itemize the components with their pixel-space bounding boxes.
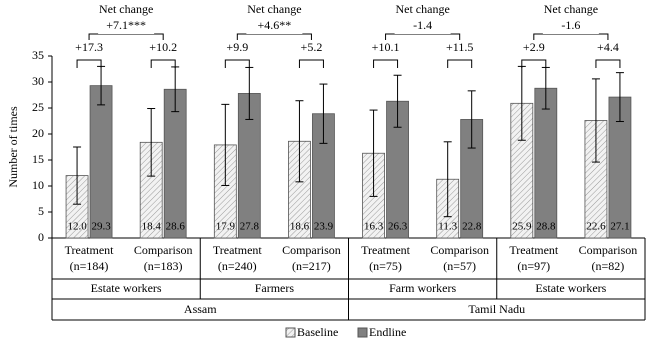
- error-bar: [295, 100, 304, 183]
- x-tick-label: (n=57): [443, 259, 476, 273]
- error-bar: [591, 78, 600, 163]
- value-label: 22.6: [586, 221, 606, 233]
- error-bar: [393, 74, 402, 128]
- change-bracket: [76, 59, 102, 68]
- value-label: 27.1: [610, 221, 629, 233]
- net-label-bg: [246, 18, 303, 34]
- y-tick-label: 5: [38, 204, 44, 218]
- value-label: 18.6: [290, 221, 310, 233]
- x-tick-label: Comparison: [579, 243, 638, 257]
- value-label: 27.8: [240, 221, 260, 233]
- net-change-title: Net change: [544, 2, 598, 16]
- bar: [534, 87, 558, 239]
- x-tick-label: (n=217): [292, 259, 331, 273]
- x-tick-label: Treatment: [213, 243, 263, 257]
- net-label-bg: [542, 18, 599, 34]
- x-tick-label: Treatment: [509, 243, 559, 257]
- change-bracket: [373, 59, 399, 68]
- error-bar: [443, 141, 452, 218]
- change-bracket: [298, 59, 324, 68]
- x-tick-label: (n=240): [218, 259, 257, 273]
- error-bar: [73, 146, 82, 205]
- value-label: 16.3: [364, 221, 384, 233]
- x-tick-label: (n=75): [369, 259, 402, 273]
- y-tick-label: 30: [32, 74, 44, 88]
- error-bar: [221, 103, 230, 186]
- value-label: 25.9: [512, 221, 532, 233]
- legend-swatch: [357, 327, 368, 338]
- value-label: 28.8: [536, 221, 556, 233]
- x-tick-label: (n=97): [517, 259, 550, 273]
- net-change-label: -1.4: [413, 18, 432, 32]
- value-label: 29.3: [91, 221, 111, 233]
- value-label: 23.9: [314, 221, 334, 233]
- change-label: +9.9: [226, 40, 248, 54]
- group-label: Farmers: [255, 281, 295, 295]
- y-tick-label: 25: [32, 100, 44, 114]
- value-label: 11.3: [438, 221, 457, 233]
- error-bar: [467, 90, 476, 149]
- change-label: +2.9: [523, 40, 545, 54]
- change-bracket: [447, 59, 473, 68]
- value-label: 12.0: [67, 221, 87, 233]
- value-label: 17.9: [216, 221, 236, 233]
- net-change-title: Net change: [247, 2, 301, 16]
- group-label: Estate workers: [535, 281, 606, 295]
- net-change-title: Net change: [99, 2, 153, 16]
- net-change-label: +7.1***: [106, 18, 146, 32]
- x-tick-label: Comparison: [134, 243, 193, 257]
- x-tick-label: (n=183): [144, 259, 183, 273]
- y-tick-label: 0: [38, 230, 44, 244]
- change-bracket: [595, 59, 621, 68]
- value-label: 26.3: [388, 221, 408, 233]
- y-tick-label: 35: [32, 48, 44, 62]
- net-label-bg: [394, 18, 451, 34]
- change-bracket: [521, 59, 547, 68]
- error-bar: [369, 109, 378, 197]
- group-label: Estate workers: [91, 281, 162, 295]
- y-tick-label: 20: [32, 126, 44, 140]
- y-tick-label: 15: [32, 152, 44, 166]
- change-bracket: [150, 59, 176, 68]
- change-label: +17.3: [75, 40, 103, 54]
- x-tick-label: Comparison: [282, 243, 341, 257]
- change-label: +5.2: [301, 40, 323, 54]
- legend-label: Baseline: [297, 325, 338, 339]
- change-bracket: [224, 59, 250, 68]
- error-bar: [615, 72, 624, 123]
- x-tick-label: Treatment: [65, 243, 115, 257]
- change-label: +10.2: [149, 40, 177, 54]
- legend-label: Endline: [369, 325, 406, 339]
- net-change-label: +4.6**: [257, 18, 291, 32]
- group-label: Farm workers: [389, 281, 456, 295]
- change-label: +10.1: [372, 40, 400, 54]
- change-label: +4.4: [597, 40, 619, 54]
- value-label: 28.6: [166, 221, 186, 233]
- x-tick-label: (n=82): [592, 259, 625, 273]
- x-tick-label: (n=184): [70, 259, 109, 273]
- legend-swatch: [285, 327, 296, 338]
- net-change-label: -1.6: [561, 18, 580, 32]
- value-label: 22.8: [462, 221, 482, 233]
- change-label: +11.5: [446, 40, 473, 54]
- error-bar: [319, 83, 328, 144]
- value-label: 18.4: [142, 221, 162, 233]
- y-tick-label: 10: [32, 178, 44, 192]
- region-label: Tamil Nadu: [468, 302, 525, 316]
- y-axis-label: Number of times: [6, 106, 20, 188]
- net-label-bg: [98, 18, 155, 34]
- error-bar: [147, 108, 156, 177]
- region-label: Assam: [184, 302, 217, 316]
- x-tick-label: Comparison: [430, 243, 489, 257]
- bar: [89, 85, 113, 239]
- net-change-title: Net change: [395, 2, 449, 16]
- x-tick-label: Treatment: [361, 243, 411, 257]
